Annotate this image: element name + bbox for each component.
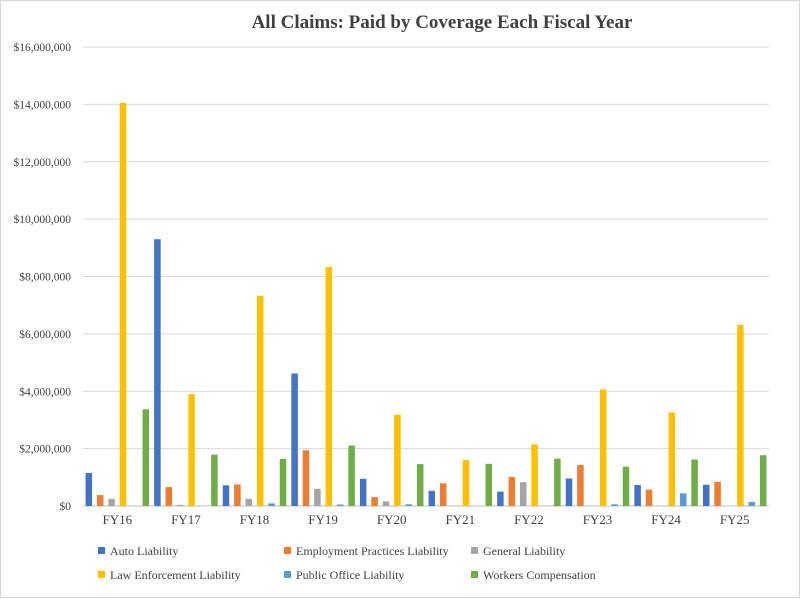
legend-label: Employment Practices Liability xyxy=(296,544,449,558)
y-tick-label: $14,000,000 xyxy=(14,98,72,111)
legend-item: General Liability xyxy=(471,544,565,558)
bar xyxy=(599,389,607,506)
bar xyxy=(154,239,161,507)
bar xyxy=(554,458,561,506)
legend-swatch xyxy=(471,571,478,578)
legend: Auto Liability Employment Practices Liabi… xyxy=(98,544,596,582)
bar xyxy=(645,489,653,506)
y-tick-label: $2,000,000 xyxy=(19,443,71,456)
bar xyxy=(302,450,310,506)
x-category-label: FY18 xyxy=(240,512,270,527)
y-tick-label: $10,000,000 xyxy=(14,213,72,226)
gridlines xyxy=(83,46,769,507)
bar xyxy=(268,503,275,506)
x-category-label: FY24 xyxy=(651,512,681,527)
legend-item: Employment Practices Liability xyxy=(284,544,449,558)
x-category-label: FY17 xyxy=(171,512,201,527)
bar xyxy=(611,504,618,506)
bar xyxy=(142,409,150,506)
bar xyxy=(668,412,676,506)
bar xyxy=(416,464,424,506)
bar xyxy=(108,498,115,506)
bar xyxy=(291,373,298,506)
bar xyxy=(462,460,470,506)
bar xyxy=(279,458,287,506)
bar xyxy=(234,484,241,506)
legend-label: Public Office Liability xyxy=(296,568,404,582)
bar xyxy=(85,473,93,506)
bar xyxy=(531,444,538,506)
bar xyxy=(222,485,230,506)
bar xyxy=(577,464,584,506)
bar xyxy=(165,487,173,506)
x-category-label: FY23 xyxy=(583,512,613,527)
y-tick-label: $6,000,000 xyxy=(19,328,71,341)
bar xyxy=(371,497,378,506)
bar xyxy=(382,501,390,506)
bar xyxy=(211,454,218,506)
chart-title: All Claims: Paid by Coverage Each Fiscal… xyxy=(252,12,633,33)
legend-label: Auto Liability xyxy=(110,544,178,558)
bar xyxy=(565,478,573,506)
bar xyxy=(176,504,184,506)
bar xyxy=(497,491,504,506)
legend-swatch xyxy=(284,547,291,554)
bar xyxy=(634,485,641,506)
x-category-label: FY21 xyxy=(445,512,475,527)
y-tick-label: $4,000,000 xyxy=(19,385,71,398)
legend-item: Public Office Liability xyxy=(284,568,404,582)
bar xyxy=(759,455,767,506)
x-axis-category-labels: FY16 FY17 FY18 FY19 FY20 FY21 FY22 FY23 FY24 FY25 xyxy=(102,512,749,527)
x-category-label: FY16 xyxy=(102,512,132,527)
bar xyxy=(439,483,447,506)
legend-label: Workers Compensation xyxy=(483,568,596,582)
bar xyxy=(405,504,413,506)
bar xyxy=(485,463,493,506)
legend-swatch xyxy=(284,571,291,578)
bar xyxy=(748,501,756,506)
legend-label: General Liability xyxy=(483,544,565,558)
bar xyxy=(314,488,321,506)
bar xyxy=(245,498,253,506)
bar xyxy=(519,482,527,506)
bar xyxy=(336,504,344,506)
legend-swatch xyxy=(98,547,105,554)
y-tick-label: $16,000,000 xyxy=(14,41,72,54)
bar xyxy=(508,477,516,506)
legend-item: Auto Liability xyxy=(98,544,178,558)
legend-swatch xyxy=(471,547,478,554)
x-category-label: FY20 xyxy=(377,512,407,527)
legend-item: Law Enforcement Liability xyxy=(98,568,241,582)
bar xyxy=(679,493,687,506)
x-category-label: FY19 xyxy=(308,512,338,527)
y-tick-label: $8,000,000 xyxy=(19,271,71,284)
y-tick-label: $0 xyxy=(60,500,72,513)
bar xyxy=(691,459,698,506)
x-category-label: FY22 xyxy=(514,512,544,527)
x-category-label: FY25 xyxy=(720,512,750,527)
bar xyxy=(622,466,630,506)
legend-label: Law Enforcement Liability xyxy=(110,568,241,582)
bar xyxy=(359,478,367,506)
bar xyxy=(714,481,721,506)
bar xyxy=(348,445,355,506)
bar xyxy=(428,490,436,506)
bars xyxy=(85,102,767,507)
bar xyxy=(325,267,333,506)
bar xyxy=(256,295,264,506)
bar xyxy=(188,394,195,506)
legend-item: Workers Compensation xyxy=(471,568,596,582)
bar xyxy=(394,414,401,506)
legend-swatch xyxy=(98,571,105,578)
bar xyxy=(96,495,104,506)
bar xyxy=(702,484,710,506)
bar xyxy=(119,102,127,507)
y-tick-label: $12,000,000 xyxy=(14,156,72,169)
bar xyxy=(737,324,744,506)
y-axis-tick-labels: $0 $2,000,000 $4,000,000 $6,000,000 $8,000,0… xyxy=(14,41,72,513)
